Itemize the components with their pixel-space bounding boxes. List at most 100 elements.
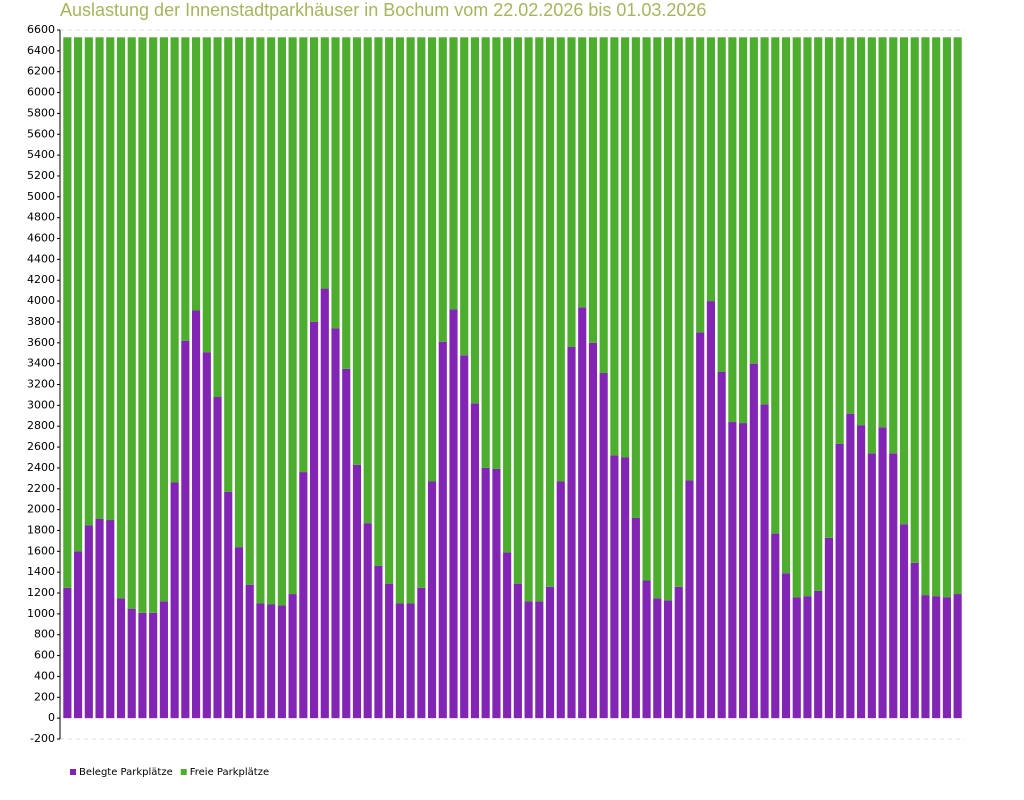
bar-segment	[192, 310, 201, 719]
bar-segment	[74, 37, 83, 552]
y-tick-label: 6200	[27, 65, 55, 78]
bar-segment	[395, 603, 404, 719]
bar-segment	[481, 37, 490, 468]
bar-segment	[846, 37, 855, 414]
y-tick-label: 5400	[27, 148, 55, 161]
y-tick-label: 3800	[27, 315, 55, 328]
bar-segment	[921, 595, 930, 719]
bar-segment	[63, 37, 72, 588]
bar-segment	[932, 37, 941, 597]
y-tick-label: 1200	[27, 586, 55, 599]
bar-segment	[95, 37, 104, 520]
y-tick-label: 1800	[27, 523, 55, 536]
bar-segment	[299, 472, 308, 719]
bar-segment	[127, 37, 136, 609]
bar-segment	[449, 309, 458, 719]
bar-segment	[921, 37, 930, 596]
bar-segment	[899, 37, 909, 525]
bar-segment	[631, 37, 640, 518]
bar-segment	[524, 37, 533, 602]
bar-segment	[835, 443, 844, 719]
bar-segment	[599, 373, 608, 719]
y-tick-label: 3000	[27, 398, 55, 411]
y-tick-label: 400	[34, 669, 55, 682]
bar-segment	[781, 573, 791, 719]
bar-segment	[256, 603, 265, 719]
y-tick-label: 4000	[27, 294, 55, 307]
bar-segment	[503, 552, 512, 719]
bar-segment	[792, 597, 801, 719]
bar-segment	[331, 37, 340, 329]
bar-segment	[771, 37, 780, 534]
y-tick-label: 4800	[27, 211, 55, 224]
bar-segment	[149, 37, 158, 613]
bar-segment	[857, 37, 866, 426]
y-tick-label: 6000	[27, 86, 55, 99]
bar-segment	[374, 565, 383, 719]
bar-segment	[481, 467, 490, 719]
bar-segment	[642, 580, 651, 719]
y-tick-label: 600	[34, 649, 55, 662]
bar-segment	[138, 612, 147, 719]
bar-segment	[159, 37, 168, 602]
bar-segment	[739, 423, 748, 719]
bar-segment	[417, 37, 426, 588]
bar-segment	[728, 37, 737, 423]
y-tick-label: 3600	[27, 336, 55, 349]
y-tick-label: 6400	[27, 44, 55, 57]
bar-segment	[427, 481, 437, 719]
bar-segment	[74, 551, 83, 719]
bar-segment	[942, 37, 951, 598]
y-tick-label: 0	[48, 711, 55, 724]
bar-segment	[588, 342, 598, 719]
bar-segment	[374, 37, 383, 566]
bar-segment	[578, 307, 587, 719]
bar-segment	[106, 37, 115, 521]
legend-swatch	[180, 769, 187, 775]
bar-segment	[245, 37, 254, 585]
bar-segment	[116, 37, 126, 599]
bar-segment	[674, 586, 683, 719]
bar-segment	[889, 37, 898, 454]
y-tick-label: 4200	[27, 273, 55, 286]
bar-segment	[739, 37, 748, 424]
bar-segment	[824, 37, 833, 538]
bar-segment	[814, 37, 823, 591]
bar-segment	[814, 590, 823, 719]
bar-segment	[556, 481, 565, 719]
bar-segment	[717, 37, 726, 372]
bar-segment	[470, 37, 480, 404]
bar-segment	[578, 37, 587, 308]
bar-segment	[492, 37, 501, 469]
bar-segment	[867, 453, 876, 719]
bar-segment	[824, 537, 833, 719]
bar-segment	[899, 524, 909, 719]
bar-segment	[492, 468, 501, 719]
bar-segment	[202, 37, 211, 353]
bar-segment	[288, 37, 297, 595]
bar-segment	[535, 601, 544, 719]
bar-segment	[277, 37, 286, 606]
bar-segment	[63, 587, 72, 719]
bar-segment	[567, 346, 576, 719]
bar-segment	[406, 603, 415, 719]
bar-segment	[385, 37, 394, 584]
bar-segment	[449, 37, 458, 310]
y-tick-label: 4400	[27, 252, 55, 265]
bar-segment	[696, 37, 705, 333]
y-tick-label: 2000	[27, 503, 55, 516]
bar-segment	[352, 37, 362, 465]
bar-segment	[513, 583, 522, 719]
bar-segment	[149, 612, 158, 719]
bar-segment	[792, 37, 801, 598]
y-tick-label: 2800	[27, 419, 55, 432]
bar-segment	[642, 37, 651, 581]
bar-segment	[910, 37, 919, 563]
bar-segment	[932, 596, 941, 719]
bar-segment	[878, 37, 887, 428]
bar-segment	[685, 37, 694, 481]
bar-segment	[427, 37, 437, 482]
bar-segment	[417, 587, 426, 719]
bar-segment	[181, 340, 190, 719]
bar-segment	[631, 517, 640, 719]
